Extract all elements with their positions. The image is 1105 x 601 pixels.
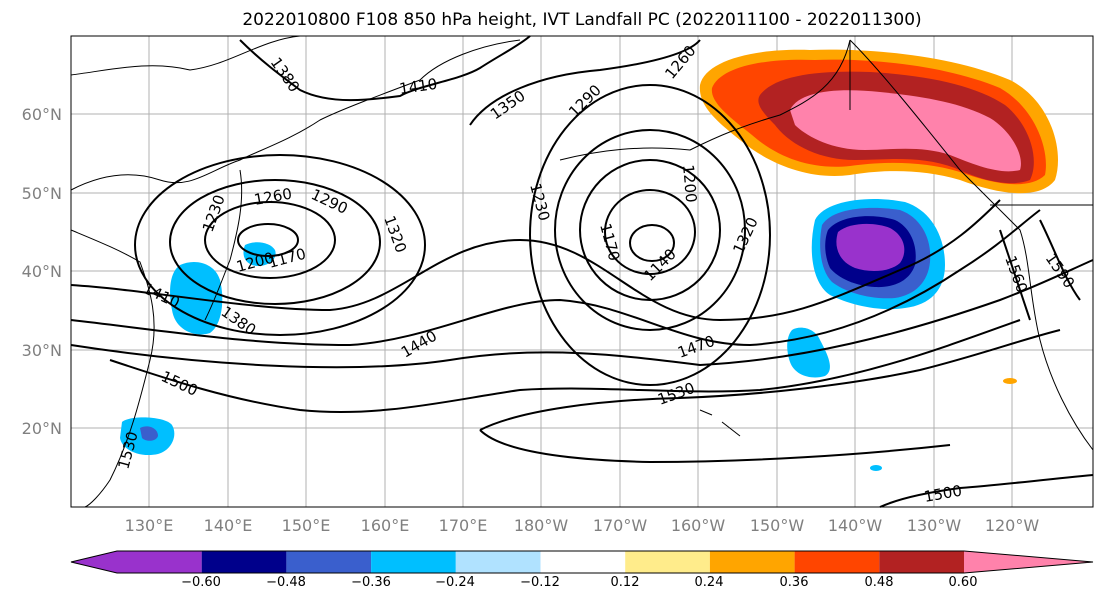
coast-siberia — [70, 35, 301, 76]
colorbar-tick-label: 0.48 — [865, 575, 894, 590]
contour-1380-1410 — [239, 35, 531, 102]
colorbar-tick-label: 0.12 — [611, 575, 640, 590]
lat-label: 60°N — [22, 105, 62, 124]
coastlines — [70, 35, 1094, 508]
colorbar-segment — [371, 551, 456, 573]
colorbar-segment — [625, 551, 710, 573]
colorbar-extend-low — [71, 551, 117, 573]
lon-label: 140°E — [204, 516, 253, 535]
contour-1500 — [109, 319, 1021, 413]
colorbar-segment — [201, 551, 287, 573]
contour-low-4 — [604, 189, 696, 275]
contour-1530 — [479, 329, 1061, 431]
coast-north-america — [849, 39, 1094, 451]
colorbar-segment — [794, 551, 880, 573]
lon-label: 130°E — [125, 516, 174, 535]
contour-1410 — [70, 199, 1001, 322]
coast-asia-north — [70, 39, 521, 191]
lat-label: 30°N — [22, 341, 62, 360]
colorbar-extend-high — [964, 551, 1093, 573]
height-contours — [70, 35, 1094, 508]
contour-1560 — [999, 229, 1031, 321]
map-frame — [70, 35, 1094, 508]
lon-label: 150°E — [282, 516, 331, 535]
ivt-shading — [120, 49, 1058, 471]
latitude-axis: 60°N 50°N 40°N 30°N 20°N — [22, 105, 62, 438]
contour-1500-south — [879, 474, 1094, 508]
coast-hawaii — [699, 409, 741, 437]
colorbar-segment — [709, 551, 795, 573]
lon-label: 120°W — [985, 516, 1040, 535]
lat-label: 40°N — [22, 262, 62, 281]
colorbar-outline — [70, 550, 1094, 574]
colorbar-tick-label: −0.48 — [266, 575, 306, 590]
contour-1530-south — [479, 429, 951, 464]
shade-positive-060 — [790, 90, 1021, 172]
colorbar-segment — [117, 551, 202, 573]
colorbar-tick-label: 0.36 — [780, 575, 809, 590]
contour-west-low-3 — [204, 201, 336, 279]
contour-west-low-1 — [134, 154, 426, 336]
shade-negative-060 — [836, 223, 905, 271]
contour-west-low-2 — [169, 179, 381, 305]
shade-tiny-negative — [870, 465, 882, 471]
colorbar-ticks: −0.60 −0.48 −0.36 −0.24 −0.12 0.12 0.24 … — [181, 575, 977, 590]
contour-label: 1200 — [679, 164, 700, 204]
colorbar-tick-label: −0.36 — [351, 575, 391, 590]
lon-label: 130°W — [907, 516, 962, 535]
lon-label: 140°W — [828, 516, 883, 535]
lon-label: 160°W — [671, 516, 726, 535]
colorbar-tick-label: 0.60 — [949, 575, 978, 590]
colorbar-tick-label: −0.12 — [520, 575, 560, 590]
colorbar-tick-label: −0.24 — [435, 575, 475, 590]
coast-alaska — [559, 39, 851, 161]
colorbar-segment — [455, 551, 541, 573]
contour-west-low-4 — [237, 223, 299, 257]
plot-title: 2022010800 F108 850 hPa height, IVT Land… — [242, 10, 921, 30]
longitude-axis: 130°E 140°E 150°E 160°E 170°E 180°W 170°… — [125, 516, 1040, 535]
lon-label: 150°W — [750, 516, 805, 535]
lon-label: 180°W — [514, 516, 569, 535]
colorbar-tick-label: 0.24 — [695, 575, 724, 590]
shade-south-negative-core — [140, 426, 158, 441]
lat-label: 20°N — [22, 419, 62, 438]
colorbar-segment — [286, 551, 372, 573]
contour-1440 — [70, 209, 1041, 347]
contour-1590 — [1039, 219, 1081, 301]
contour-low-5 — [629, 224, 675, 262]
contour-label: 1410 — [398, 75, 438, 98]
contour-1470 — [70, 259, 1094, 369]
shade-small-positive — [1003, 378, 1017, 384]
colorbar-segment — [879, 551, 964, 573]
lon-label: 170°E — [439, 516, 488, 535]
coast-china — [70, 229, 155, 508]
lon-label: 160°E — [361, 516, 410, 535]
contour-1350 — [469, 39, 701, 126]
shade-japan-negative-small — [243, 242, 276, 266]
colorbar-segment — [540, 551, 626, 573]
contour-low-2 — [554, 129, 746, 331]
lat-label: 50°N — [22, 184, 62, 203]
colorbar-tick-label: −0.60 — [181, 575, 221, 590]
colorbar — [70, 550, 1094, 574]
contour-low-1 — [529, 84, 771, 386]
lon-label: 170°W — [593, 516, 648, 535]
map-panel: 1380 1410 1350 1290 1260 1260 1290 1320 … — [70, 35, 1094, 508]
